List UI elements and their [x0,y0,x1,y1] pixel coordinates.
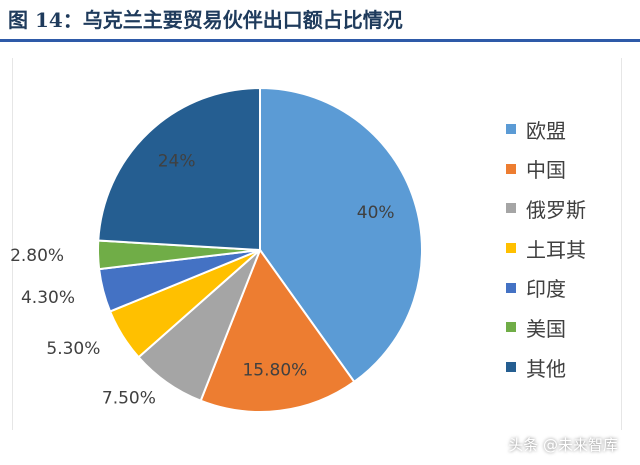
legend-swatch [506,282,516,293]
watermark: 头条 @未来智库 [508,436,618,454]
pie-slice-1 [259,86,423,384]
data-label-3: 7.50% [102,389,156,409]
legend-item-6: 美国 [506,314,626,341]
title-divider [0,39,640,42]
data-label-5: 4.30% [21,288,75,308]
legend: 欧盟中国俄罗斯土耳其印度美国其他 [506,116,626,394]
data-label-4: 5.30% [46,339,100,359]
legend-label: 俄罗斯 [526,197,586,222]
legend-item-3: 俄罗斯 [506,195,626,222]
data-label-2: 15.80% [242,361,307,381]
legend-swatch [506,163,516,174]
pie-slice-7 [97,86,261,252]
data-label-6: 2.80% [10,246,64,266]
title-bar: 图 14：乌克兰主要贸易伙伴出口额占比情况 [0,0,640,38]
legend-swatch [506,203,516,214]
legend-swatch [506,243,516,254]
legend-swatch [506,322,516,333]
pie-slice-2 [199,247,356,413]
data-label-1: 40% [357,203,395,223]
legend-label: 其他 [526,356,566,381]
legend-swatch [506,124,516,134]
legend-item-5: 印度 [506,275,626,301]
legend-item-7: 其他 [506,354,626,381]
legend-item-1: 欧盟 [506,116,626,143]
legend-label: 印度 [526,277,566,302]
data-label-7: 24% [158,152,196,172]
legend-item-2: 中国 [506,156,626,182]
legend-label: 中国 [526,158,566,183]
legend-label: 美国 [526,316,566,341]
chart-title: 图 14：乌克兰主要贸易伙伴出口额占比情况 [8,8,403,32]
legend-swatch [506,362,516,373]
legend-item-4: 土耳其 [506,235,626,262]
legend-label: 土耳其 [526,237,586,262]
legend-label: 欧盟 [526,118,566,143]
